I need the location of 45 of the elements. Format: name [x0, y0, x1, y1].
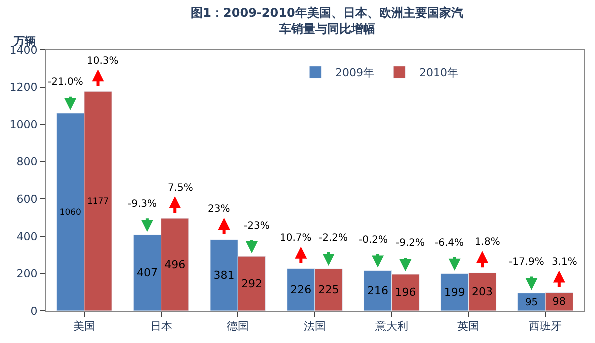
data-label: 196 — [395, 286, 416, 300]
data-label: 496 — [164, 258, 186, 272]
annotation: -23% — [244, 221, 270, 232]
data-label: 292 — [241, 277, 262, 290]
y-tick-label: 1200 — [10, 81, 38, 94]
data-label: 95 — [525, 297, 538, 308]
y-tick-label: 1000 — [10, 118, 38, 132]
annotation: -9.2% — [396, 238, 426, 249]
annotation: -0.2% — [359, 235, 388, 246]
annotation: 10.7% — [280, 233, 312, 244]
annotation: -17.9% — [509, 257, 544, 268]
x-tick-label: 日本 — [150, 320, 172, 334]
data-label: 226 — [290, 283, 312, 296]
data-label: 1177 — [87, 196, 110, 207]
annotation: 1.8% — [475, 237, 500, 248]
y-tick-label: 400 — [16, 230, 38, 244]
data-label: 1060 — [60, 208, 82, 218]
x-tick-label: 法国 — [304, 320, 326, 334]
data-label: 203 — [472, 286, 494, 299]
x-tick-label: 意大利 — [374, 320, 408, 334]
x-tick-label: 西班牙 — [529, 320, 562, 334]
annotation: -21.0% — [48, 77, 84, 88]
x-tick-label: 美国 — [73, 320, 96, 334]
data-label: 98 — [552, 296, 566, 308]
legend-label: 2010年 — [420, 66, 459, 80]
annotation: 23% — [208, 204, 230, 215]
data-label: 216 — [368, 284, 389, 298]
y-tick-label: 600 — [16, 192, 38, 206]
data-label: 225 — [318, 284, 340, 297]
annotation: 3.1% — [552, 257, 578, 268]
y-tick-label: 0 — [30, 304, 38, 318]
x-tick-label: 德国 — [227, 320, 250, 334]
chart-title: 图1：2009-2010年美国、日本、欧洲主要国家汽车销量与同比增幅 — [191, 6, 464, 36]
y-tick-label: 800 — [16, 156, 38, 169]
annotation: -9.3% — [128, 199, 158, 210]
data-label: 407 — [136, 266, 158, 280]
annotation: -2.2% — [319, 233, 348, 244]
legend-label: 2009年 — [336, 66, 375, 80]
data-label: 381 — [214, 268, 235, 282]
y-tick-label: 200 — [16, 268, 38, 281]
data-label: 199 — [444, 286, 466, 299]
annotation: 10.3% — [87, 56, 119, 67]
x-tick-label: 英国 — [458, 320, 480, 334]
annotation: 7.5% — [168, 183, 194, 194]
annotation: -6.4% — [435, 238, 464, 249]
